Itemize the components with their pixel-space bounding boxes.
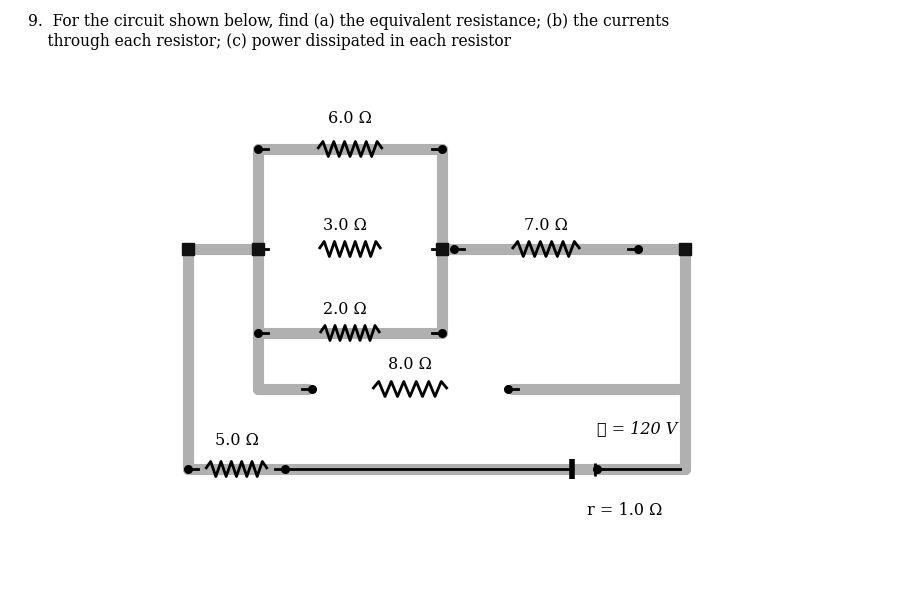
Text: 6.0 Ω: 6.0 Ω: [328, 110, 372, 127]
Text: 8.0 Ω: 8.0 Ω: [388, 356, 432, 373]
Text: 3.0 Ω: 3.0 Ω: [323, 217, 367, 234]
Text: 9.  For the circuit shown below, find (a) the equivalent resistance; (b) the cur: 9. For the circuit shown below, find (a)…: [28, 13, 670, 50]
Text: 2.0 Ω: 2.0 Ω: [323, 301, 367, 318]
Text: r = 1.0 Ω: r = 1.0 Ω: [588, 502, 662, 519]
Text: 7.0 Ω: 7.0 Ω: [524, 217, 568, 234]
Text: ℰ = 120 V: ℰ = 120 V: [597, 420, 677, 437]
Text: 5.0 Ω: 5.0 Ω: [215, 432, 259, 449]
